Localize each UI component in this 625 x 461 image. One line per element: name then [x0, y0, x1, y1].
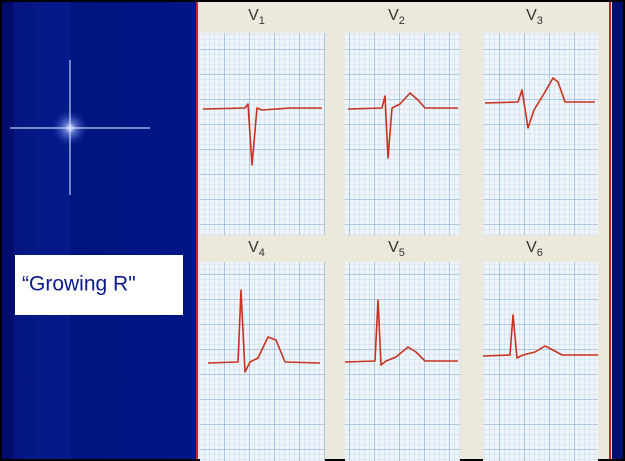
lead-subscript: 3 — [537, 15, 543, 27]
ecg-grid-lines — [345, 33, 460, 235]
ecg-grids — [200, 33, 598, 461]
lead-label: V5 — [388, 239, 405, 259]
lead-letter: V — [248, 239, 259, 256]
lead-subscript: 6 — [537, 247, 543, 259]
stripe — [14, 2, 70, 459]
lead-letter: V — [526, 239, 537, 256]
label: “Growing R" — [22, 273, 136, 296]
lead-subscript: 2 — [399, 15, 405, 27]
lead-letter: V — [388, 239, 399, 256]
lead-label: V3 — [526, 7, 543, 27]
lead-letter: V — [388, 7, 399, 24]
ecg-grid-lines — [483, 33, 598, 235]
label-box — [15, 255, 183, 315]
lead-subscript: 1 — [259, 15, 265, 27]
ecg-grid-lines — [483, 262, 598, 461]
ecg-grid-lines — [200, 33, 325, 235]
ecg-grid-lines — [200, 262, 325, 461]
lead-subscript: 4 — [259, 247, 265, 259]
lead-label: V4 — [248, 239, 265, 259]
glow-star — [10, 60, 150, 195]
lead-letter: V — [248, 7, 259, 24]
lead-letter: V — [526, 7, 537, 24]
lead-subscript: 5 — [399, 247, 405, 259]
ecg-traces — [202, 77, 598, 373]
lead-label: V6 — [526, 239, 543, 259]
lead-label: V2 — [388, 7, 405, 27]
lead-label: V1 — [248, 7, 265, 27]
